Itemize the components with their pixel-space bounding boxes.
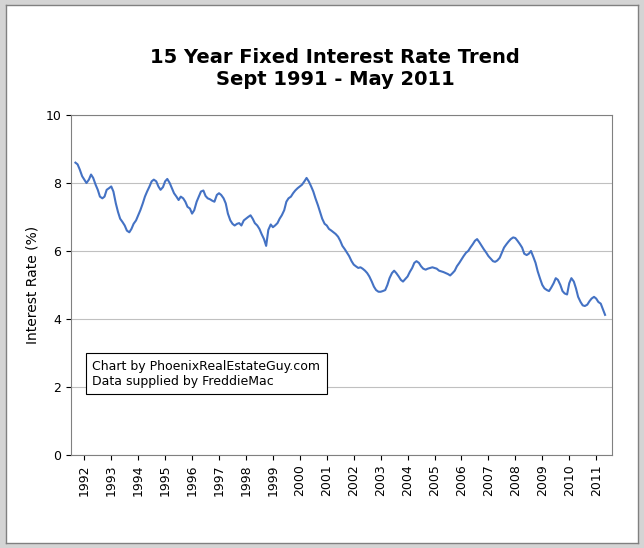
Text: Chart by PhoenixRealEstateGuy.com
Data supplied by FreddieMac: Chart by PhoenixRealEstateGuy.com Data s… — [93, 359, 321, 387]
Text: 15 Year Fixed Interest Rate Trend: 15 Year Fixed Interest Rate Trend — [150, 48, 520, 67]
Text: Sept 1991 - May 2011: Sept 1991 - May 2011 — [216, 70, 454, 89]
Y-axis label: Interest Rate (%): Interest Rate (%) — [26, 226, 40, 344]
